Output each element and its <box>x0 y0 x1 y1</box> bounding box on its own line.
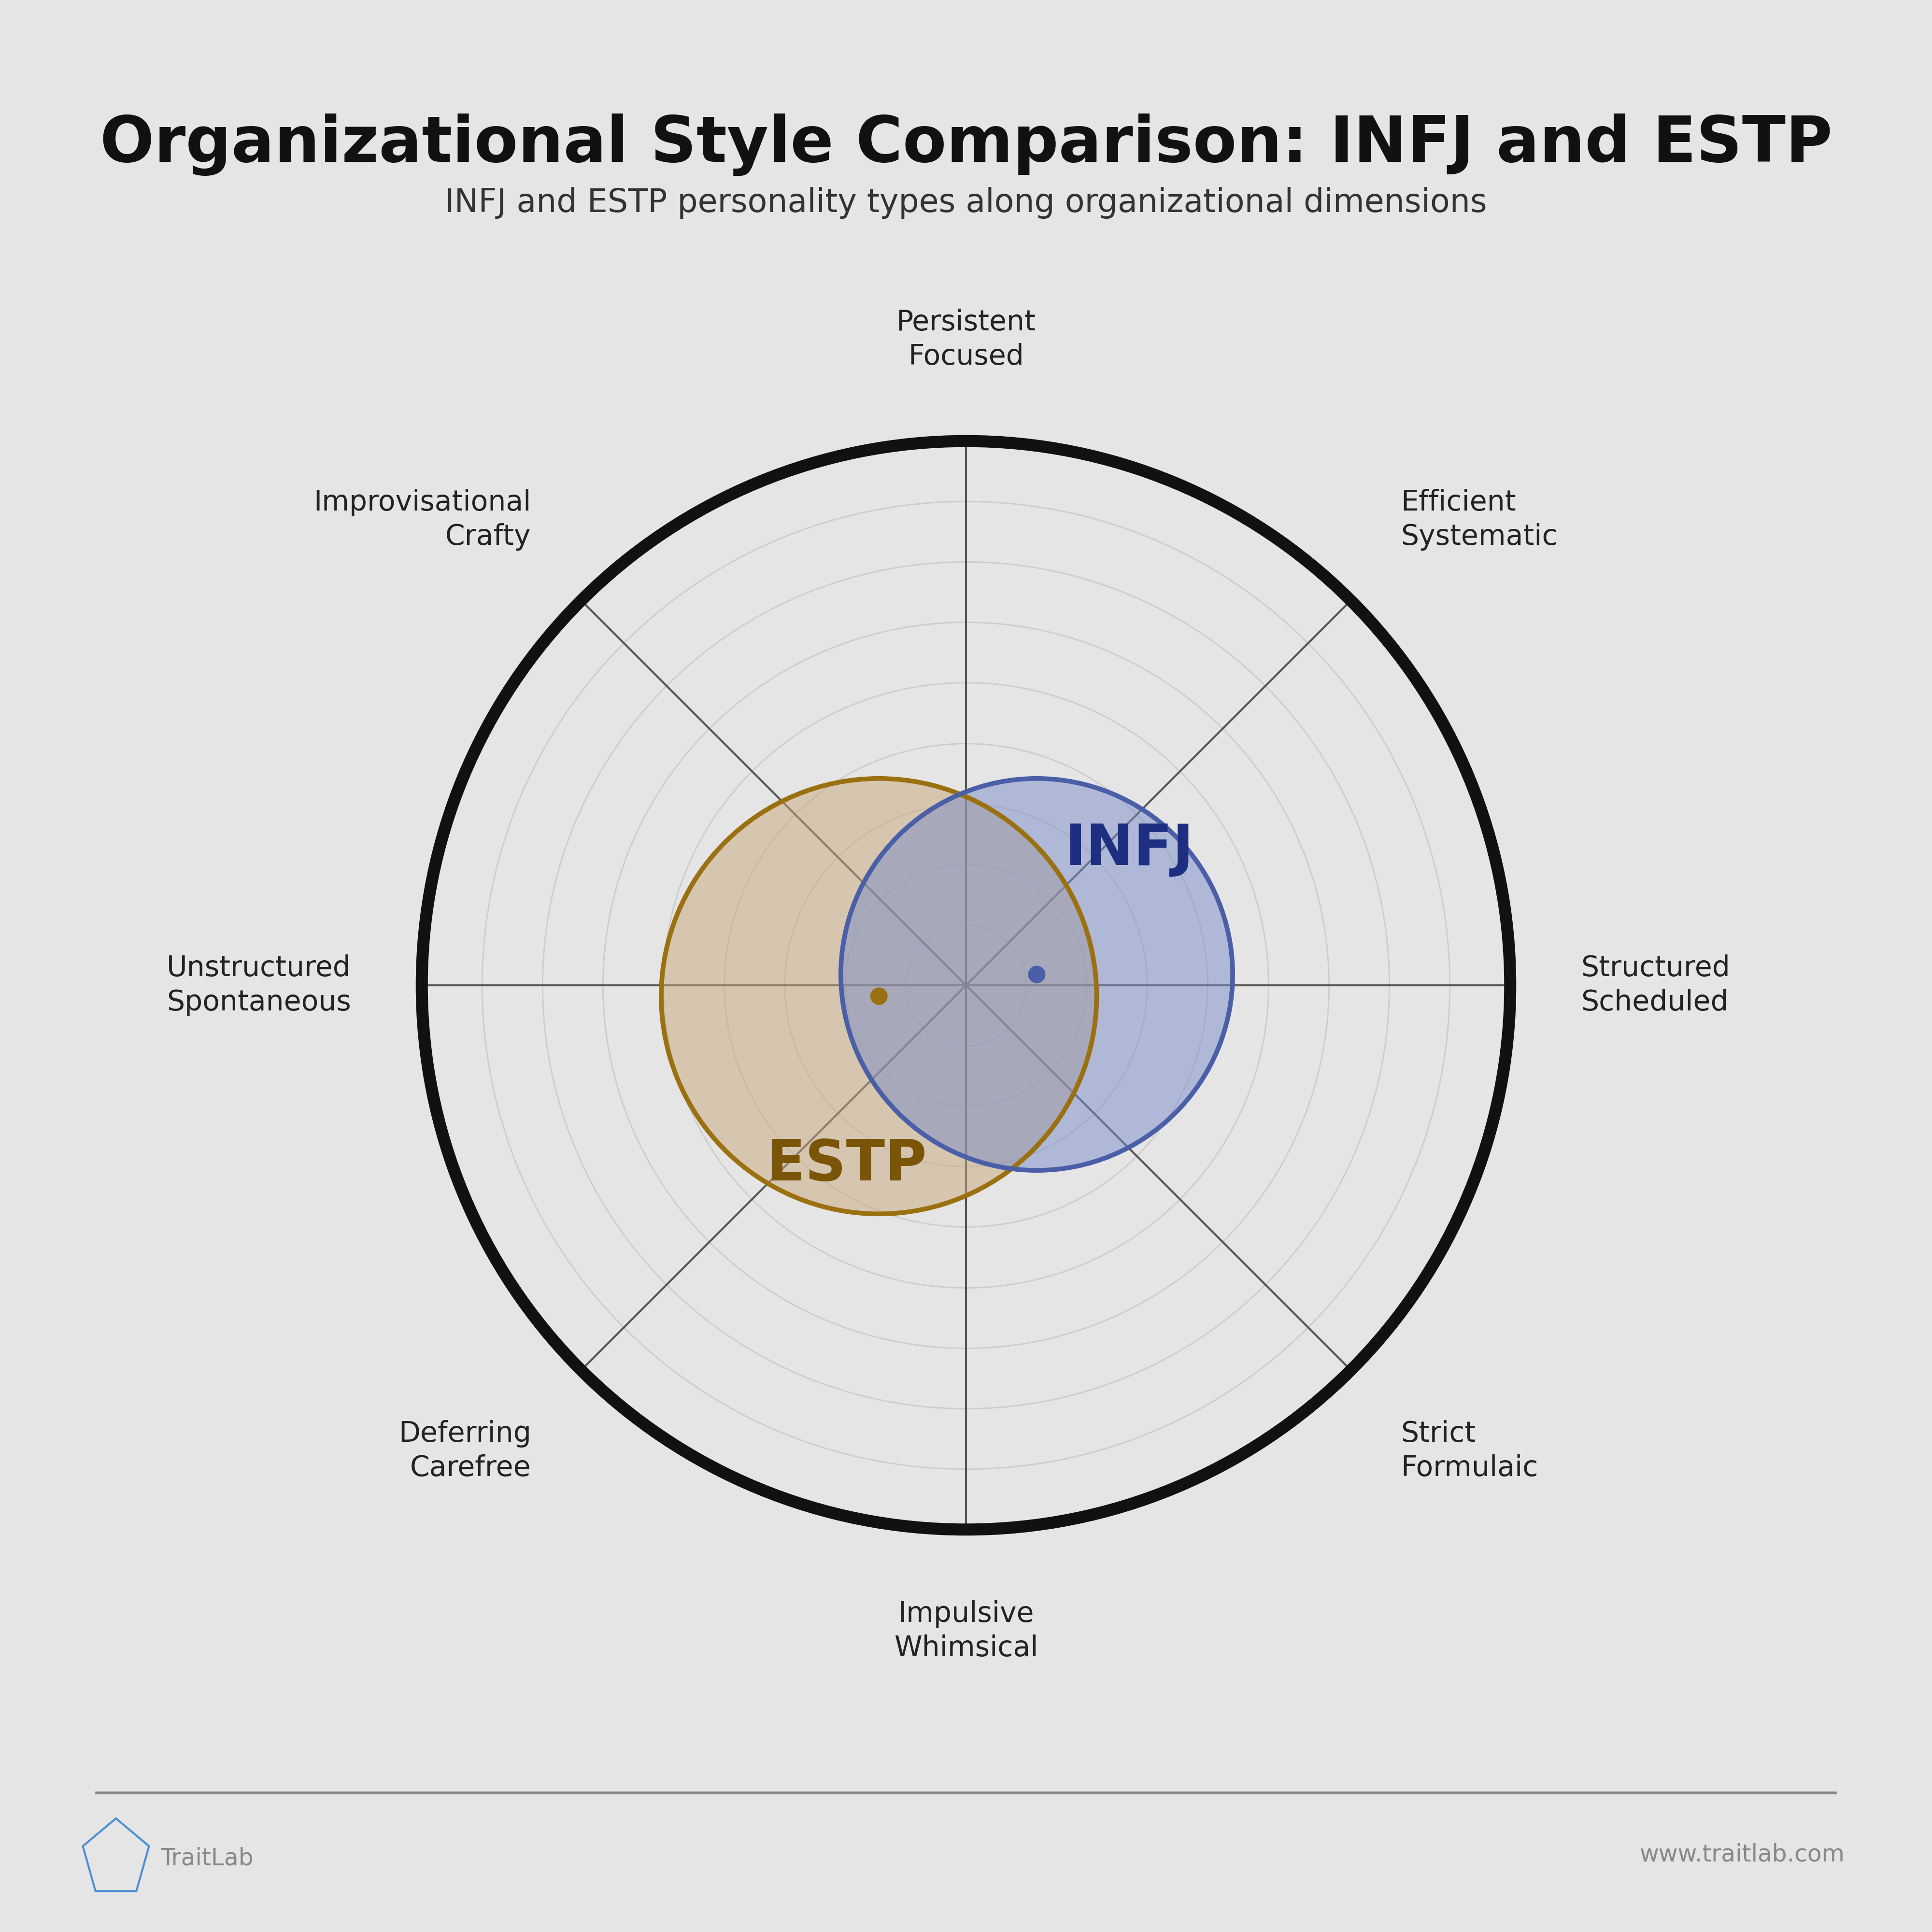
Text: Persistent
Focused: Persistent Focused <box>896 309 1036 371</box>
Text: Strict
Formulaic: Strict Formulaic <box>1401 1420 1538 1482</box>
Text: Organizational Style Comparison: INFJ and ESTP: Organizational Style Comparison: INFJ an… <box>100 114 1832 176</box>
Text: INFJ and ESTP personality types along organizational dimensions: INFJ and ESTP personality types along or… <box>444 187 1488 218</box>
Text: Efficient
Systematic: Efficient Systematic <box>1401 489 1557 551</box>
Text: Structured
Scheduled: Structured Scheduled <box>1580 954 1729 1016</box>
Circle shape <box>1028 966 1045 983</box>
Circle shape <box>869 987 887 1005</box>
Text: INFJ: INFJ <box>1065 821 1194 877</box>
Text: ESTP: ESTP <box>765 1138 927 1192</box>
Circle shape <box>840 779 1233 1171</box>
Circle shape <box>661 779 1097 1213</box>
Text: Unstructured
Spontaneous: Unstructured Spontaneous <box>166 954 352 1016</box>
Text: Improvisational
Crafty: Improvisational Crafty <box>313 489 531 551</box>
Text: TraitLab: TraitLab <box>160 1847 253 1870</box>
Text: www.traitlab.com: www.traitlab.com <box>1640 1843 1845 1866</box>
Text: Deferring
Carefree: Deferring Carefree <box>398 1420 531 1482</box>
Text: Impulsive
Whimsical: Impulsive Whimsical <box>895 1600 1037 1662</box>
